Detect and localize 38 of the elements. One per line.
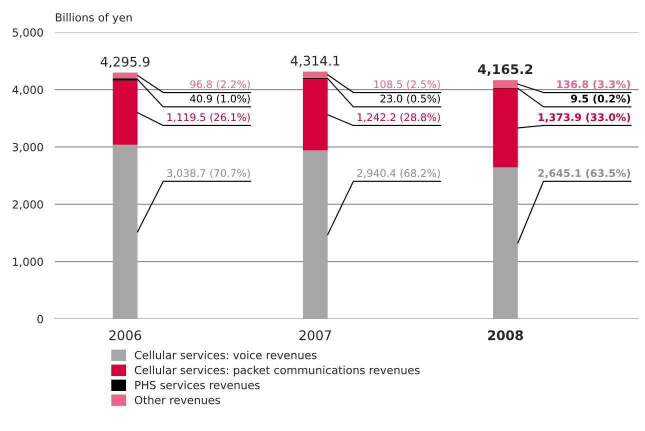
bar bbox=[302, 79, 328, 150]
total-label: 4,295.9 bbox=[100, 56, 150, 68]
data-label: 1,373.9 (33.0%) bbox=[538, 113, 630, 122]
data-label: 40.9 (1.0%) bbox=[190, 94, 250, 104]
y-tick-label: 1,000 bbox=[13, 258, 43, 268]
data-label: 108.5 (2.5%) bbox=[374, 80, 440, 90]
data-label: 2,940.4 (68.2%) bbox=[357, 169, 440, 178]
data-label: 96.8 (2.2%) bbox=[190, 80, 250, 90]
bar bbox=[493, 167, 518, 319]
data-label: 1,242.2 (28.8%) bbox=[358, 113, 440, 122]
total-label: 4,314.1 bbox=[290, 56, 340, 67]
y-tick-label: 4,000 bbox=[12, 86, 43, 96]
x-tick-label: 2007 bbox=[299, 330, 331, 340]
data-label: 9.5 (0.2%) bbox=[570, 94, 630, 104]
x-tick-label: 2006 bbox=[109, 330, 142, 340]
bar bbox=[493, 88, 518, 168]
bar bbox=[112, 80, 138, 145]
legend-label: Cellular services: voice revenues bbox=[134, 350, 317, 360]
y-axis-title: Billions of yen bbox=[56, 12, 132, 24]
y-tick-label: 0 bbox=[37, 314, 43, 324]
y-tick-label: 3,000 bbox=[12, 142, 43, 152]
y-tick-label: 2,000 bbox=[12, 200, 43, 210]
bar bbox=[302, 150, 328, 319]
bar bbox=[302, 72, 328, 78]
data-label: 2,645.1 (63.5%) bbox=[538, 169, 630, 178]
y-tick-label: 5,000 bbox=[12, 28, 43, 38]
data-label: 3,038.7 (70.7%) bbox=[167, 169, 250, 178]
x-tick-label: 2008 bbox=[488, 330, 523, 340]
data-label: 136.8 (3.3%) bbox=[557, 80, 630, 90]
total-label: 4,165.2 bbox=[478, 64, 532, 76]
bar bbox=[493, 80, 518, 88]
legend-label: PHS services revenues bbox=[135, 380, 260, 390]
legend-label: Other revenues bbox=[134, 396, 220, 404]
bar bbox=[112, 144, 138, 319]
legend-label: Cellular services: packet communications revenues bbox=[134, 366, 420, 376]
bar bbox=[112, 72, 138, 78]
data-label: 1,119.5 (26.1%) bbox=[168, 113, 250, 122]
data-label: 23.0 (0.5%) bbox=[380, 94, 440, 104]
